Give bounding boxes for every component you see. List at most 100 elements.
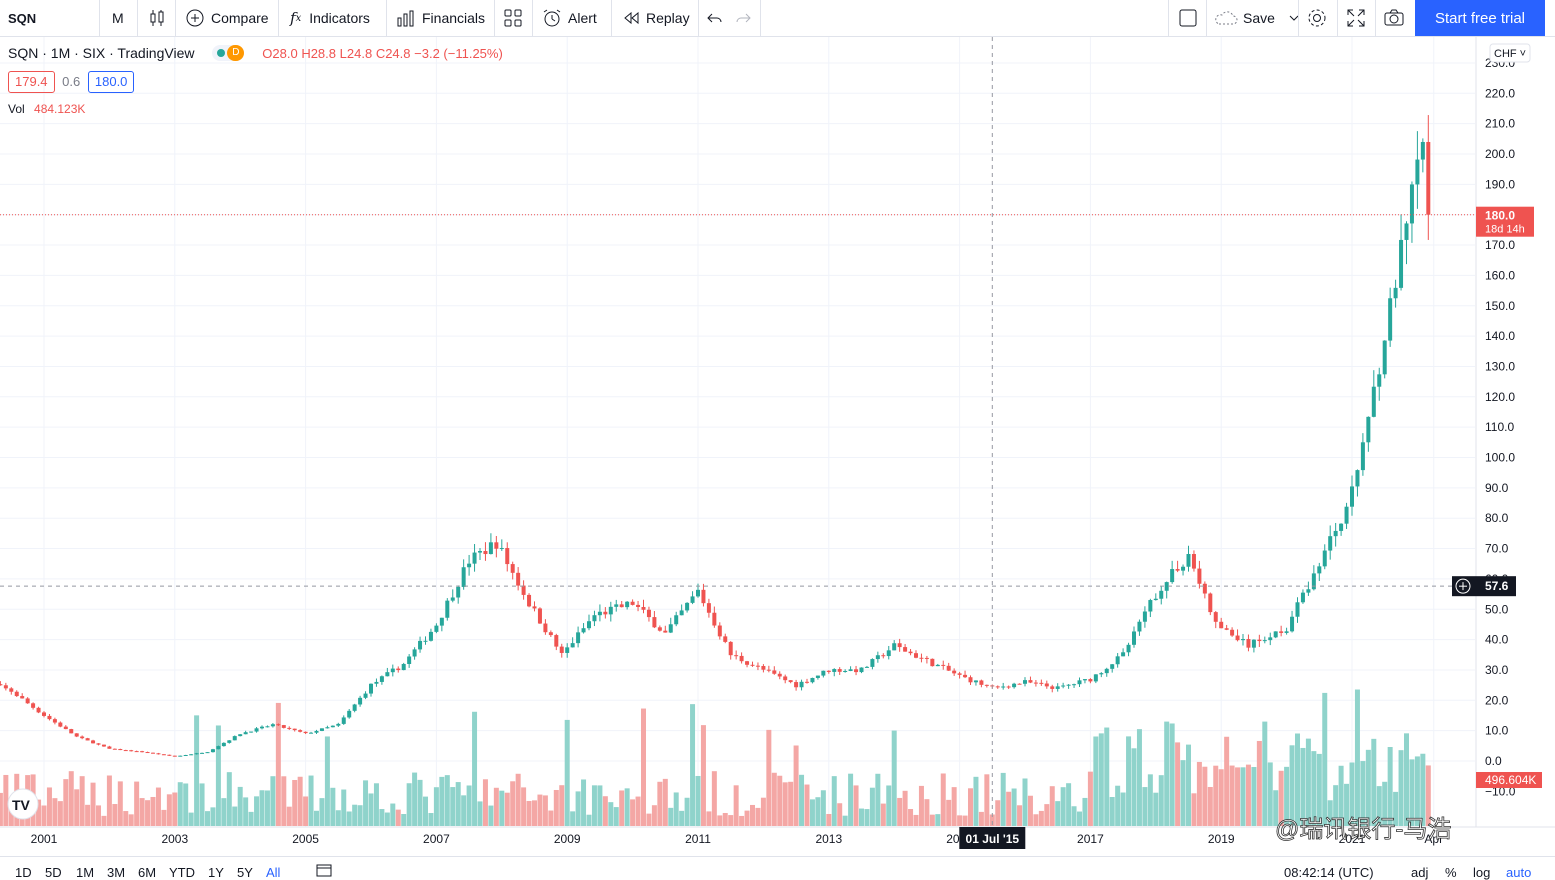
price-tick-label: 70.0	[1485, 542, 1509, 556]
candle-body	[870, 659, 875, 667]
candle-body	[625, 601, 630, 608]
series-title[interactable]: SQN · 1M · SIX · TradingView	[8, 45, 195, 61]
volume-badge	[1476, 772, 1542, 788]
volume-bar	[177, 782, 183, 826]
volume-bar	[324, 736, 330, 826]
volume-bar	[455, 782, 461, 826]
candle-body	[717, 625, 722, 637]
volume-label[interactable]: Vol	[8, 102, 25, 116]
plus-circle-icon	[185, 8, 205, 28]
range-5d[interactable]: 5D	[45, 865, 62, 880]
candle-body	[347, 710, 352, 718]
candle-body	[232, 736, 237, 741]
volume-bar	[335, 810, 341, 826]
candle-body	[303, 731, 308, 734]
price-tick-label: 90.0	[1485, 481, 1509, 495]
interval-button[interactable]: M	[112, 0, 124, 36]
snapshot-button[interactable]	[1383, 0, 1405, 36]
volume-bar	[1240, 767, 1246, 826]
candle-body	[396, 668, 401, 671]
range-ytd[interactable]: YTD	[169, 865, 195, 880]
volume-bar	[673, 792, 679, 826]
percent-toggle[interactable]: %	[1445, 865, 1457, 880]
volume-bar	[412, 772, 418, 826]
range-all[interactable]: All	[266, 865, 281, 880]
symbol-search[interactable]: SQN	[8, 0, 98, 36]
volume-bar	[79, 776, 85, 826]
auto-toggle[interactable]: auto	[1506, 865, 1532, 880]
volume-bar	[63, 779, 69, 826]
start-trial-button[interactable]: Start free trial	[1415, 0, 1545, 36]
undo-button[interactable]	[706, 0, 724, 36]
candle-body	[1181, 566, 1186, 571]
volume-bar	[624, 788, 630, 826]
crosshair-date-label: 01 Jul '15	[966, 832, 1020, 846]
volume-bar	[559, 785, 565, 826]
candle-body	[641, 606, 646, 610]
volume-bar	[1017, 805, 1023, 826]
last-price-label: 180.0	[1485, 209, 1515, 223]
compare-label: Compare	[211, 10, 269, 26]
log-toggle[interactable]: log	[1473, 865, 1491, 880]
calendar-icon[interactable]	[316, 863, 332, 880]
status-dot-icon	[217, 49, 226, 57]
candle-body	[1219, 621, 1224, 629]
candle-body	[864, 666, 869, 668]
fullscreen-layout-button[interactable]	[1178, 0, 1198, 36]
range-1d[interactable]: 1D	[15, 865, 32, 880]
adj-toggle[interactable]: adj	[1411, 865, 1429, 880]
range-5y[interactable]: 5Y	[237, 865, 253, 880]
fullscreen-button[interactable]	[1346, 0, 1366, 36]
range-3m[interactable]: 3M	[107, 865, 126, 880]
volume-bar	[1322, 692, 1328, 826]
candle-body	[1142, 611, 1147, 622]
candle-body	[1366, 416, 1371, 443]
candle-body	[1115, 656, 1120, 665]
volume-bar	[226, 772, 232, 826]
volume-bar	[41, 805, 47, 826]
candle-body	[1061, 685, 1066, 687]
compare-button[interactable]: Compare	[185, 0, 269, 36]
save-button[interactable]: Save	[1213, 0, 1299, 36]
candle-body	[336, 723, 341, 726]
financials-button[interactable]: Financials	[396, 0, 485, 36]
candle-body	[1202, 583, 1207, 594]
candle-body	[1197, 568, 1202, 584]
market-status[interactable]: D	[212, 45, 245, 61]
volume-bar	[373, 783, 379, 826]
range-1m[interactable]: 1M	[76, 865, 95, 880]
volume-bar	[1360, 761, 1366, 826]
volume-bar	[973, 776, 979, 826]
volume-bar	[690, 704, 696, 826]
volume-bar	[913, 814, 919, 826]
volume-bar	[172, 792, 178, 826]
redo-button[interactable]	[734, 0, 752, 36]
volume-bar	[1224, 736, 1230, 826]
chart-type-button[interactable]	[148, 0, 166, 36]
layout-button[interactable]	[504, 0, 522, 36]
ask-button[interactable]: 180.0	[87, 71, 135, 93]
bid-button[interactable]: 179.4	[8, 71, 55, 93]
candle-body	[123, 750, 128, 752]
price-chart[interactable]: 230.0220.0210.0200.0190.0180.0170.0160.0…	[0, 37, 1555, 856]
alert-button[interactable]: Alert	[542, 0, 597, 36]
time-tick-label: 2009	[554, 832, 581, 846]
volume-series	[0, 689, 1431, 826]
volume-bar	[760, 797, 766, 826]
candle-body	[690, 596, 695, 603]
candle-body	[194, 753, 199, 755]
volume-bar	[984, 774, 990, 826]
range-6m[interactable]: 6M	[138, 865, 157, 880]
settings-button[interactable]	[1306, 0, 1328, 36]
replay-button[interactable]: Replay	[622, 0, 690, 36]
clock-label[interactable]: 08:42:14 (UTC)	[1284, 865, 1374, 880]
volume-bar	[286, 806, 292, 826]
range-1y[interactable]: 1Y	[208, 865, 224, 880]
candle-body	[189, 754, 194, 756]
bar-chart-icon	[396, 9, 416, 27]
volume-bar	[1186, 744, 1191, 826]
price-tick-label: 80.0	[1485, 511, 1509, 525]
volume-bar	[875, 773, 881, 826]
candle-body	[505, 548, 510, 565]
